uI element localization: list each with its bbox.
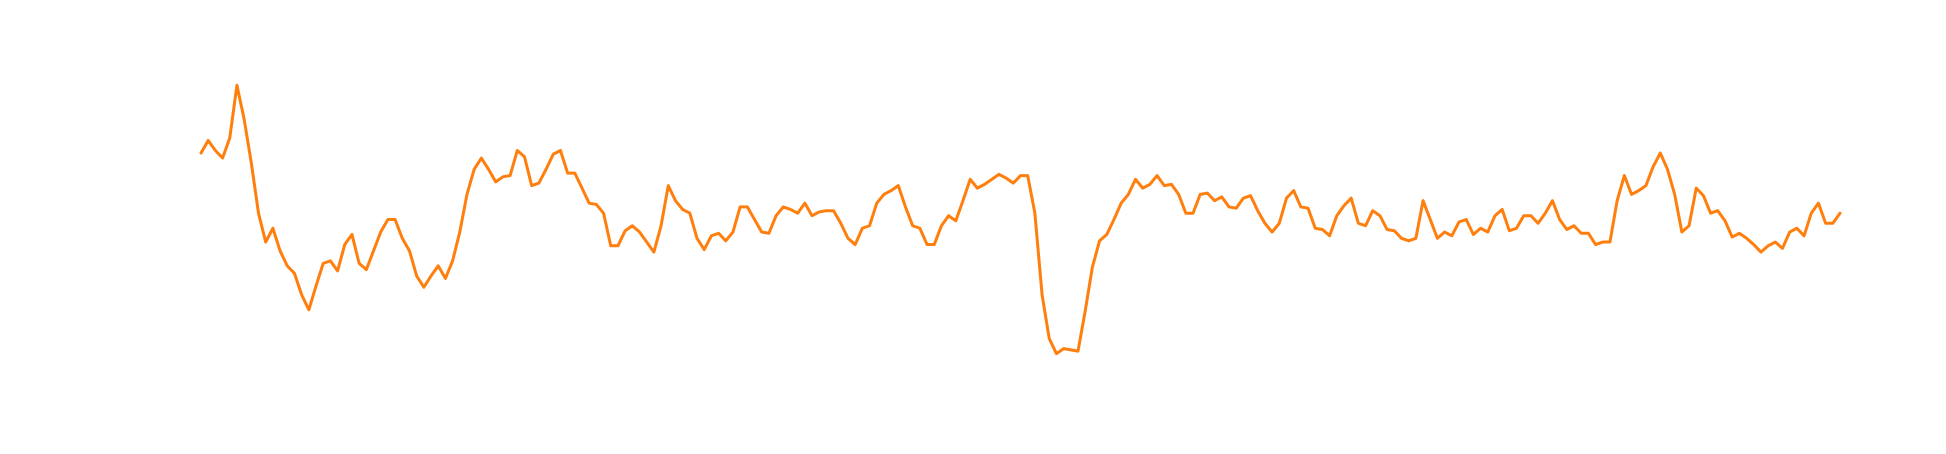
data-line (199, 83, 1842, 356)
